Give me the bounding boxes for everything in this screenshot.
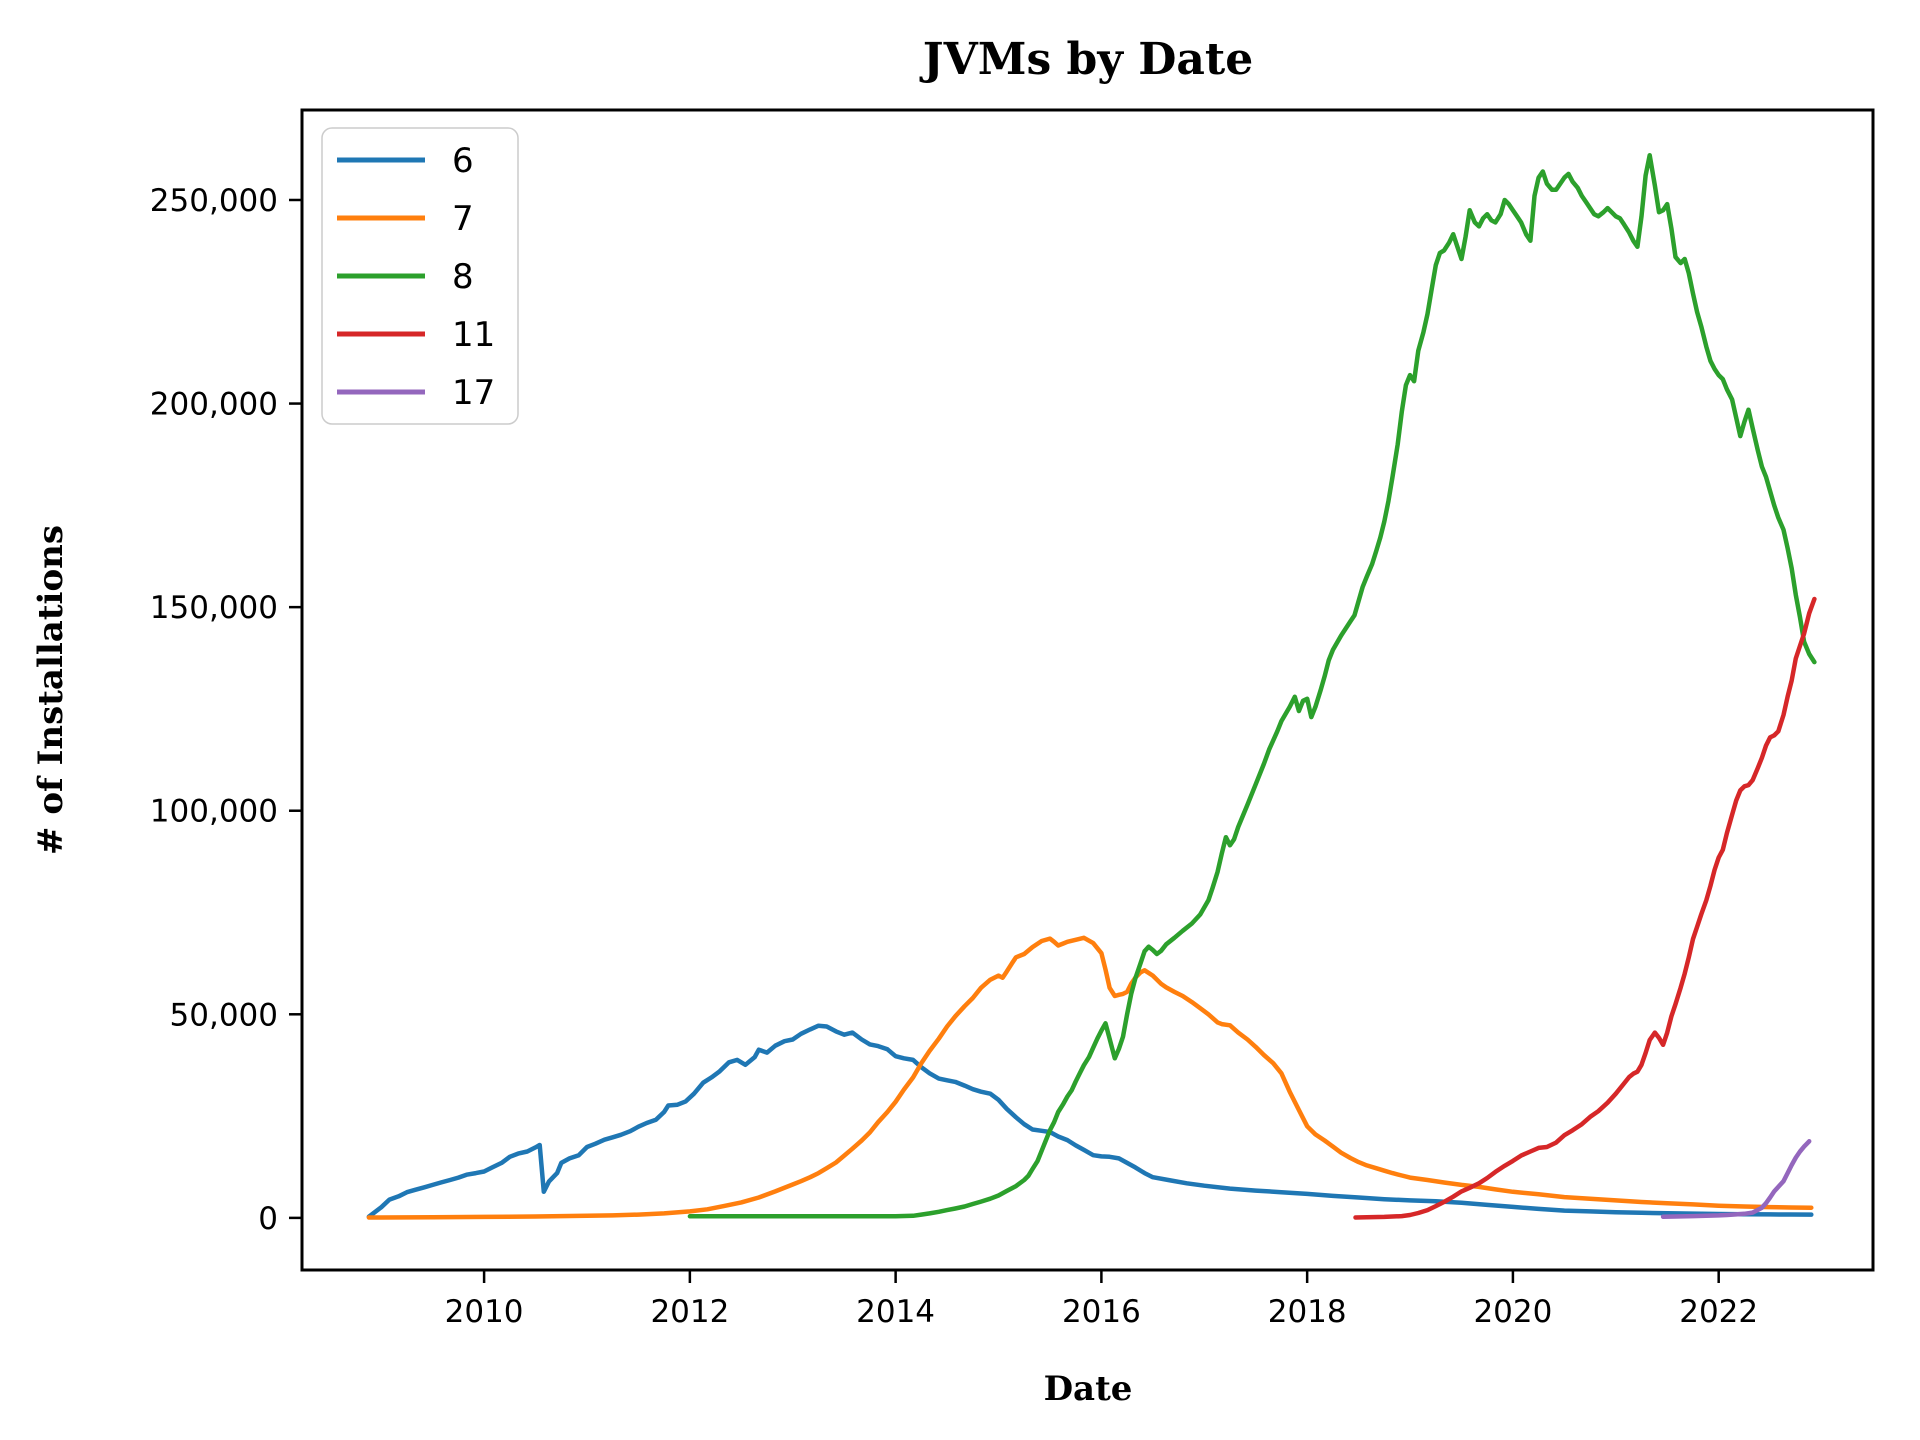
y-tick-label: 50,000 <box>170 997 278 1033</box>
legend-label: 17 <box>452 373 495 413</box>
axis-ticks <box>289 198 1720 1283</box>
y-tick-label: 0 <box>258 1201 278 1237</box>
legend-label: 11 <box>452 315 495 355</box>
x-tick-label: 2010 <box>445 1294 524 1330</box>
y-tick-label: 100,000 <box>150 794 278 830</box>
y-tick-label: 150,000 <box>150 590 278 626</box>
y-tick-labels: 0 50,000 100,000 150,000 200,000 250,000 <box>150 183 278 1237</box>
chart-title: JVMs by Date <box>919 34 1253 85</box>
y-tick-label: 250,000 <box>150 183 278 219</box>
x-tick-label: 2018 <box>1268 1294 1347 1330</box>
legend: 6 7 8 11 17 <box>321 127 519 425</box>
legend-label: 6 <box>452 141 474 181</box>
x-tick-label: 2016 <box>1062 1294 1141 1330</box>
legend-label: 7 <box>452 199 474 239</box>
legend-label: 8 <box>452 257 474 297</box>
plot-lines <box>366 152 1817 1220</box>
series-line-8 <box>687 152 1817 1219</box>
x-tick-label: 2012 <box>650 1294 729 1330</box>
x-tick-label: 2014 <box>856 1294 935 1330</box>
x-tick-labels: 2010 2012 2014 2016 2018 2020 2022 <box>445 1294 1759 1330</box>
x-axis-label: Date <box>1044 1369 1133 1409</box>
series-line-6 <box>366 1023 1814 1219</box>
plot-area-border <box>300 108 1875 1272</box>
y-tick-label: 200,000 <box>150 387 278 423</box>
series-line-17 <box>1660 1139 1812 1219</box>
x-tick-label: 2022 <box>1679 1294 1758 1330</box>
y-axis-label: # of Installations <box>31 525 71 855</box>
series-line-7 <box>366 935 1814 1220</box>
x-tick-label: 2020 <box>1473 1294 1552 1330</box>
series-line-11 <box>1353 596 1817 1220</box>
